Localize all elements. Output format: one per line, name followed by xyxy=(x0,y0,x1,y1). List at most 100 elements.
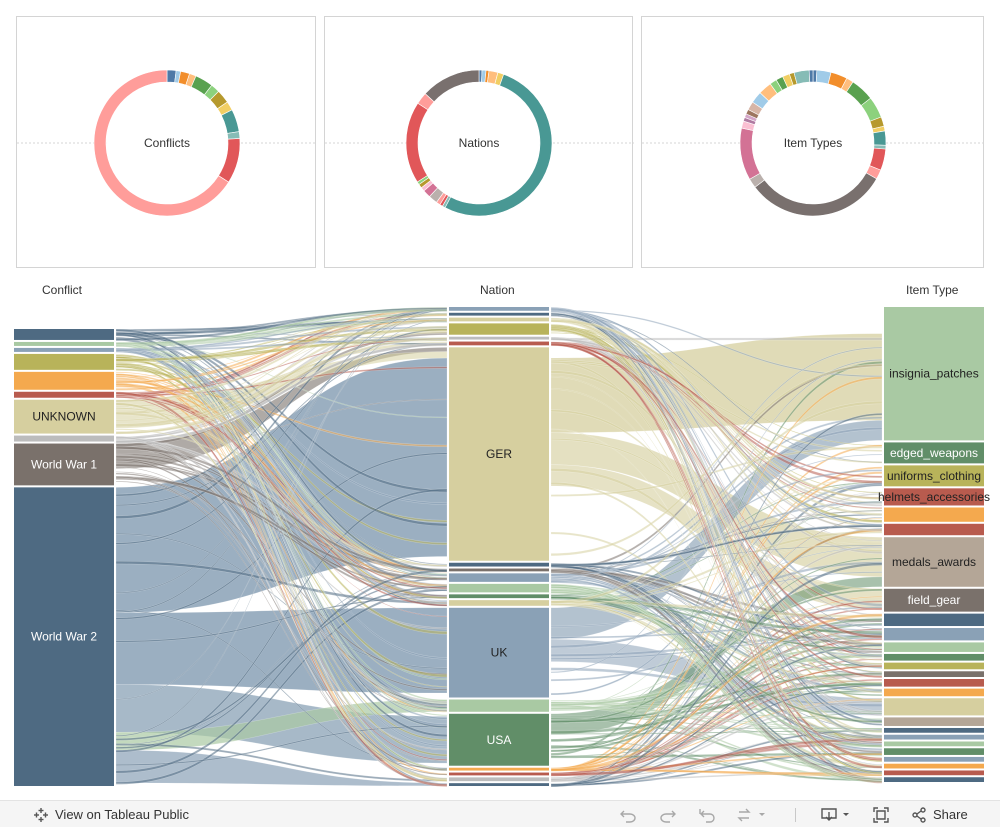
sankey-node[interactable] xyxy=(884,748,984,755)
sankey-flow[interactable] xyxy=(115,333,448,729)
sankey-node[interactable] xyxy=(14,353,114,370)
sankey-flow[interactable] xyxy=(115,438,448,751)
sankey-node[interactable] xyxy=(449,562,549,567)
sankey-node[interactable] xyxy=(884,756,984,762)
sankey-flow[interactable] xyxy=(115,391,448,787)
sankey-node[interactable] xyxy=(449,336,549,340)
sankey-flow[interactable] xyxy=(115,326,448,351)
sankey-node[interactable] xyxy=(449,777,549,782)
sankey-flow[interactable] xyxy=(550,359,883,452)
sankey-node[interactable] xyxy=(884,507,984,522)
sankey-node[interactable] xyxy=(449,307,549,311)
sankey-flow[interactable] xyxy=(115,318,448,427)
sankey-node[interactable] xyxy=(449,699,549,712)
sankey-flow[interactable] xyxy=(550,337,883,542)
pause-updates-button[interactable] xyxy=(735,801,767,828)
sankey-flow[interactable] xyxy=(550,343,883,478)
sankey-node[interactable] xyxy=(884,717,984,726)
download-button[interactable] xyxy=(820,801,851,828)
sankey-flow[interactable] xyxy=(550,637,883,660)
sankey-flow[interactable] xyxy=(115,560,448,605)
sankey-flow[interactable] xyxy=(115,331,448,527)
sankey-node[interactable] xyxy=(449,583,549,593)
sankey-flow[interactable] xyxy=(550,623,883,639)
sankey-node[interactable] xyxy=(449,772,549,776)
sankey-chart[interactable]: UNKNOWN World War 1 World War 2 GER UK USA ins… xyxy=(0,280,1000,795)
sankey-node[interactable] xyxy=(14,391,114,398)
sankey-flow[interactable] xyxy=(115,353,448,688)
sankey-flow[interactable] xyxy=(550,541,883,606)
sankey-node[interactable] xyxy=(884,628,984,641)
sankey-flow[interactable] xyxy=(550,342,883,639)
sankey-flow[interactable] xyxy=(550,313,883,630)
sankey-flow[interactable] xyxy=(550,319,883,500)
sankey-node[interactable] xyxy=(14,347,114,352)
sankey-flow[interactable] xyxy=(115,458,448,772)
sankey-flow[interactable] xyxy=(115,338,448,352)
sankey-flow[interactable] xyxy=(550,528,883,772)
sankey-node[interactable] xyxy=(14,329,114,340)
redo-button[interactable] xyxy=(659,801,677,828)
conflicts-donut[interactable]: Conflicts xyxy=(17,17,317,269)
sankey-node[interactable] xyxy=(449,573,549,582)
sankey-node[interactable] xyxy=(449,341,549,346)
sankey-flow[interactable] xyxy=(115,402,448,782)
sankey-flow[interactable] xyxy=(550,557,883,752)
sankey-flow[interactable] xyxy=(550,476,883,604)
sankey-node[interactable] xyxy=(449,568,549,572)
sankey-flow[interactable] xyxy=(550,698,883,779)
sankey-node[interactable] xyxy=(884,671,984,678)
sankey-flow[interactable] xyxy=(115,348,448,602)
sankey-flow[interactable] xyxy=(115,480,448,712)
sankey-flow[interactable] xyxy=(550,628,883,776)
sankey-node[interactable] xyxy=(449,317,549,322)
sankey-flow[interactable] xyxy=(115,325,448,435)
sankey-node[interactable] xyxy=(14,399,114,434)
sankey-flow[interactable] xyxy=(550,596,883,651)
sankey-flow[interactable] xyxy=(550,738,883,777)
donut-slice[interactable] xyxy=(93,69,230,217)
sankey-flow[interactable] xyxy=(550,328,883,775)
sankey-node[interactable] xyxy=(884,307,984,441)
sankey-flow[interactable] xyxy=(115,436,448,704)
sankey-node[interactable] xyxy=(449,323,549,335)
sankey-node[interactable] xyxy=(884,488,984,506)
donut-slice[interactable] xyxy=(424,69,480,103)
sankey-flow[interactable] xyxy=(550,576,883,745)
sankey-node[interactable] xyxy=(14,341,114,346)
sankey-flow[interactable] xyxy=(115,455,448,600)
sankey-flow[interactable] xyxy=(115,476,448,581)
sankey-flow[interactable] xyxy=(115,313,448,403)
sankey-flow[interactable] xyxy=(115,328,448,573)
sankey-node[interactable] xyxy=(14,443,114,486)
sankey-flow[interactable] xyxy=(550,341,883,784)
sankey-flow[interactable] xyxy=(115,347,448,577)
share-button[interactable]: Share xyxy=(911,801,968,828)
sankey-flow[interactable] xyxy=(115,488,448,753)
sankey-flow[interactable] xyxy=(550,400,883,604)
donut-slice[interactable] xyxy=(793,69,811,85)
sankey-flow[interactable] xyxy=(115,362,448,678)
sankey-flow[interactable] xyxy=(550,481,883,733)
sankey-flow[interactable] xyxy=(115,342,448,772)
sankey-node[interactable] xyxy=(884,588,984,612)
sankey-flow[interactable] xyxy=(550,342,883,769)
sankey-flow[interactable] xyxy=(550,643,883,787)
sankey-flow[interactable] xyxy=(550,613,883,772)
sankey-node[interactable] xyxy=(884,741,984,747)
sankey-flow[interactable] xyxy=(550,562,883,788)
sankey-flow[interactable] xyxy=(550,337,883,713)
sankey-flow[interactable] xyxy=(550,341,883,679)
sankey-flow[interactable] xyxy=(550,412,883,788)
sankey-flow[interactable] xyxy=(550,600,883,618)
sankey-flow[interactable] xyxy=(115,395,448,589)
sankey-flow[interactable] xyxy=(115,342,448,444)
sankey-node[interactable] xyxy=(884,442,984,464)
sankey-node[interactable] xyxy=(884,465,984,487)
sankey-node[interactable] xyxy=(884,653,984,661)
sankey-flow[interactable] xyxy=(550,586,883,783)
sankey-node[interactable] xyxy=(14,371,114,390)
sankey-flow[interactable] xyxy=(115,532,448,670)
sankey-flow[interactable] xyxy=(115,476,448,776)
sankey-node[interactable] xyxy=(449,783,549,786)
